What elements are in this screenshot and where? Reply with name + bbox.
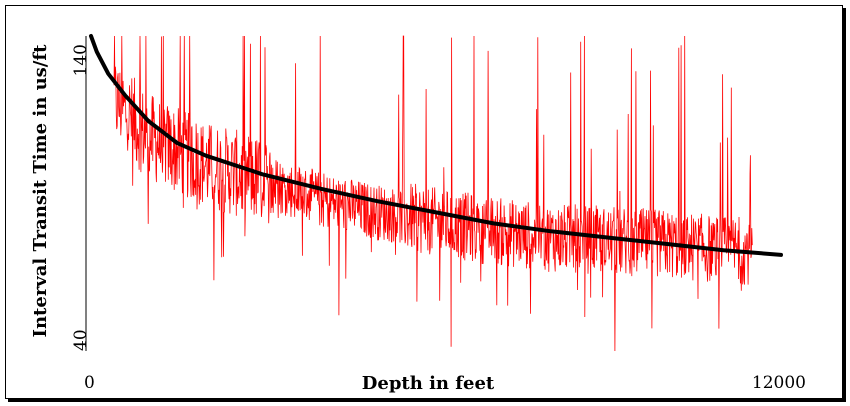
x-tick-end: 12000 xyxy=(752,373,806,393)
measured-log-line xyxy=(113,35,753,352)
series-trend xyxy=(89,34,783,257)
plot-area xyxy=(85,34,783,352)
y-tick-top: 140 xyxy=(71,44,91,76)
y-tick-bottom: 40 xyxy=(71,329,91,351)
series-measured-log xyxy=(113,35,753,352)
y-axis-label: Interval Transit Time in us/ft xyxy=(30,44,51,338)
x-axis-label: Depth in feet xyxy=(362,373,495,394)
chart-svg: 140 40 Interval Transit Time in us/ft 0 … xyxy=(30,34,806,394)
chart-frame: 140 40 Interval Transit Time in us/ft 0 … xyxy=(5,5,843,399)
x-tick-start: 0 xyxy=(84,373,95,393)
